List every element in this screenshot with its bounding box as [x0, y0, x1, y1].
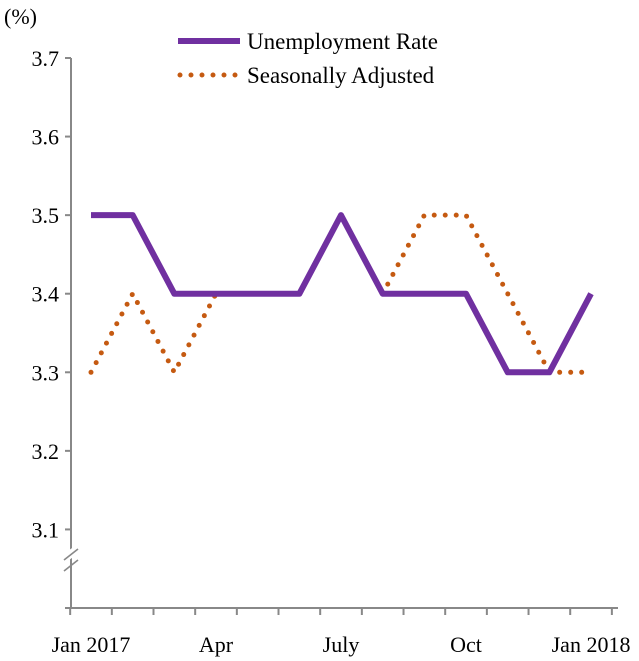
- series-line-unemployment-rate: [91, 212, 594, 376]
- y-tick-label: 3.5: [32, 203, 60, 228]
- y-tick-label: 3.4: [32, 282, 60, 307]
- x-tick-label: Apr: [199, 632, 234, 657]
- axis-break-marker: [62, 544, 82, 572]
- y-axis-unit-label: (%): [4, 4, 37, 29]
- x-tick-label: Jan 2018: [552, 632, 631, 657]
- x-axis: Jan 2017 Apr July Oct Jan 2018: [52, 607, 631, 657]
- y-tick-label: 3.2: [32, 439, 60, 464]
- y-tick-label: 3.3: [32, 360, 60, 385]
- legend: Unemployment Rate Seasonally Adjusted: [177, 29, 438, 88]
- y-tick-label: 3.1: [32, 517, 60, 542]
- x-tick-label: Oct: [450, 632, 482, 657]
- x-tick-label: Jan 2017: [52, 632, 131, 657]
- y-tick-label: 3.6: [32, 125, 60, 150]
- series-line-seasonally-adjusted: [88, 212, 594, 375]
- y-axis: 3.1 3.2 3.3 3.4 3.5 3.6 3.7: [32, 46, 82, 609]
- legend-label: Seasonally Adjusted: [247, 63, 435, 88]
- y-tick-label: 3.7: [32, 46, 60, 71]
- series-layer: [88, 212, 594, 376]
- x-tick-label: July: [323, 632, 360, 657]
- legend-label: Unemployment Rate: [247, 29, 438, 54]
